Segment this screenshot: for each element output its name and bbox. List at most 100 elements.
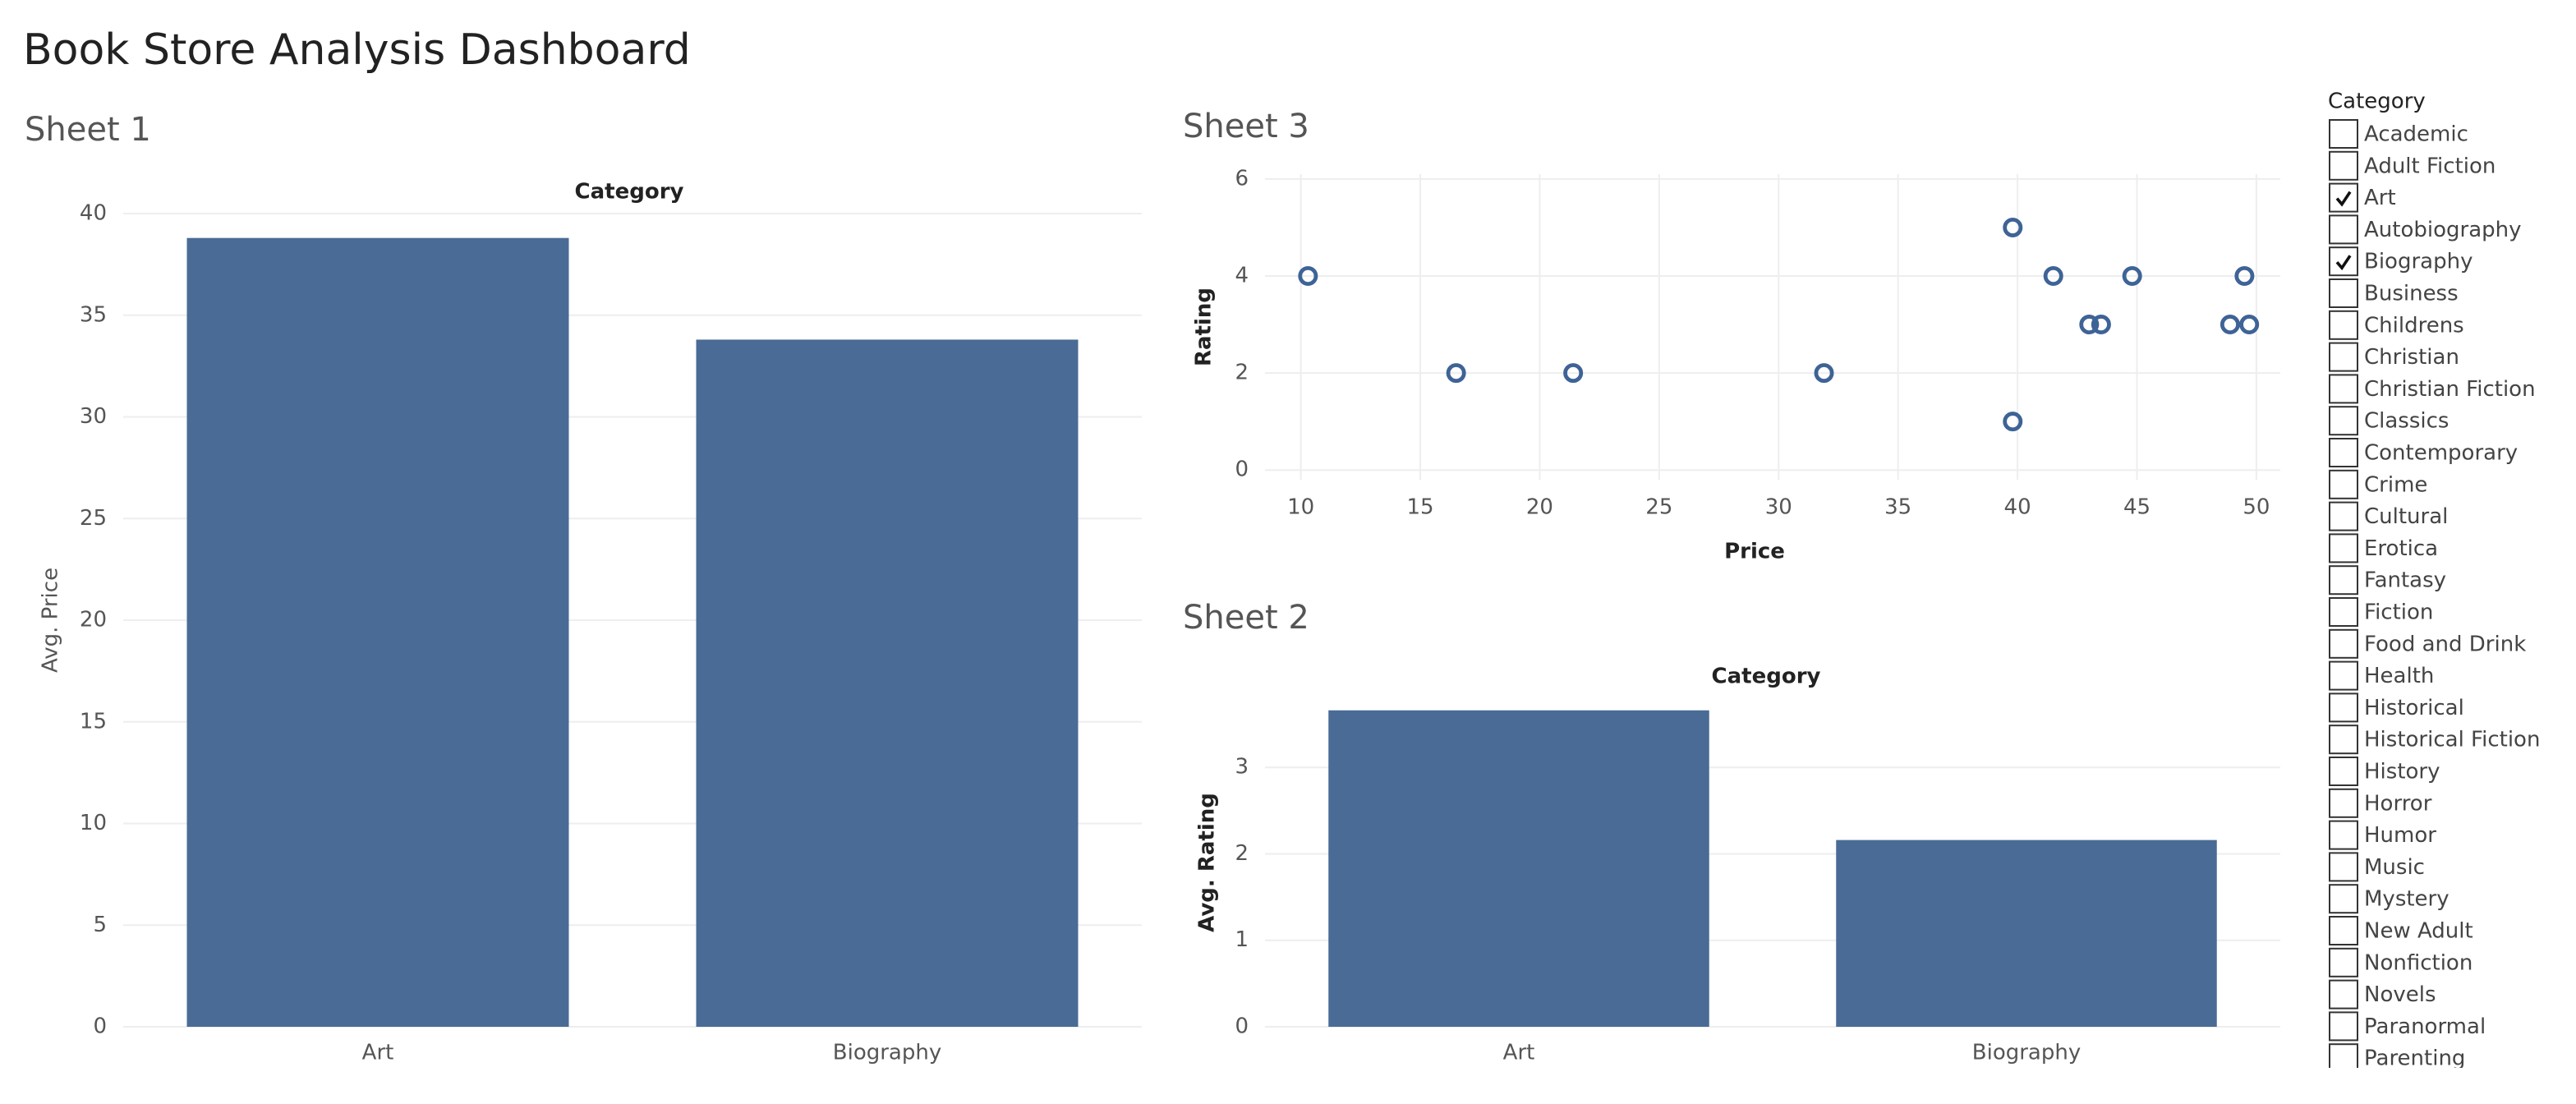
filter-item[interactable]: Nonfiction [2329,947,2472,978]
checkbox[interactable] [2329,916,2358,945]
filter-label[interactable]: Childrens [2364,313,2464,338]
checkbox[interactable] [2329,852,2358,882]
filter-label[interactable]: Adult Fiction [2364,154,2496,178]
checkbox[interactable] [2329,724,2358,755]
filter-item[interactable]: Childrens [2329,310,2464,340]
filter-label[interactable]: Classics [2364,409,2449,434]
checkbox[interactable] [2329,342,2358,372]
filter-label[interactable]: Food and Drink [2364,632,2526,656]
checkbox[interactable] [2329,757,2358,786]
checkbox[interactable] [2329,884,2358,914]
checkbox[interactable] [2329,374,2358,404]
checkbox[interactable] [2329,1043,2358,1072]
filter-item[interactable]: Contemporary [2329,438,2518,467]
y-tick-label: 0 [93,1014,107,1039]
filter-item[interactable]: Paranormal [2329,1011,2486,1042]
filter-item[interactable]: Erotica [2329,533,2438,564]
checkbox[interactable] [2329,692,2358,723]
checkbox[interactable] [2329,597,2358,627]
filter-item[interactable]: Cultural [2329,501,2448,531]
checkbox[interactable] [2329,182,2358,213]
filter-label[interactable]: Cultural [2364,504,2448,529]
checkbox[interactable] [2329,119,2358,149]
filter-label[interactable]: Paranormal [2364,1014,2486,1039]
filter-label[interactable]: Fiction [2364,600,2433,625]
filter-item[interactable]: Academic [2329,119,2468,149]
scatter-point [2079,315,2100,335]
filter-item[interactable]: Christian Fiction [2329,374,2536,404]
filter-label[interactable]: Music [2364,855,2425,880]
filter-label[interactable]: Christian Fiction [2364,377,2536,402]
filter-item[interactable]: Parenting [2329,1043,2465,1072]
filter-item[interactable]: Autobiography [2329,214,2522,245]
filter-label[interactable]: Horror [2364,791,2432,816]
checkbox[interactable] [2329,628,2358,659]
checkbox[interactable] [2329,565,2358,596]
filter-label[interactable]: Art [2364,186,2396,210]
checkbox[interactable] [2329,246,2358,277]
filter-label[interactable]: Health [2364,664,2434,688]
filter-item[interactable]: Fiction [2329,597,2433,627]
scatter-point [2122,265,2142,286]
filter-item[interactable]: Health [2329,660,2434,691]
filter-item[interactable]: Fantasy [2329,565,2446,596]
filter-item[interactable]: Art [2329,182,2396,213]
filter-label[interactable]: Novels [2364,982,2436,1007]
filter-item[interactable]: History [2329,757,2440,786]
checkbox[interactable] [2329,214,2358,245]
checkbox[interactable] [2329,310,2358,340]
filter-item[interactable]: New Adult [2329,916,2473,945]
checkbox[interactable] [2329,533,2358,564]
filter-item[interactable]: Mystery [2329,884,2450,914]
filter-label[interactable]: Parenting [2364,1046,2465,1071]
filter-item[interactable]: Horror [2329,788,2432,818]
filter-label[interactable]: Historical Fiction [2364,728,2540,752]
checkbox[interactable] [2329,947,2358,978]
filter-item[interactable]: Novels [2329,979,2436,1010]
filter-item[interactable]: Adult Fiction [2329,150,2496,181]
filter-label[interactable]: Nonfiction [2364,950,2472,975]
checkbox[interactable] [2329,660,2358,691]
filter-label[interactable]: Academic [2364,122,2468,147]
filter-label[interactable]: Fantasy [2364,568,2446,593]
filter-item[interactable]: Classics [2329,406,2449,436]
y-tick-label: 4 [1235,264,1249,288]
filter-item[interactable]: Biography [2329,246,2472,277]
filter-label[interactable]: Crime [2364,472,2427,497]
checkbox[interactable] [2329,1011,2358,1042]
column-header: Category [1712,665,1821,689]
x-tick-label: 35 [1884,495,1911,520]
filter-label[interactable]: Autobiography [2364,218,2522,242]
filter-item[interactable]: Business [2329,278,2459,308]
filter-label[interactable]: Business [2364,282,2459,306]
filter-item[interactable]: Historical Fiction [2329,724,2540,755]
filter-label[interactable]: New Adult [2364,919,2473,944]
filter-label[interactable]: Contemporary [2364,441,2518,466]
filter-label[interactable]: History [2364,760,2440,784]
filter-label[interactable]: Humor [2364,823,2436,848]
checkbox[interactable] [2329,469,2358,499]
y-tick-label: 1 [1235,927,1249,952]
filter-item[interactable]: Humor [2329,820,2436,850]
filter-label[interactable]: Historical [2364,696,2464,720]
checkbox[interactable] [2329,788,2358,818]
filter-item[interactable]: Christian [2329,342,2459,372]
filter-item[interactable]: Food and Drink [2329,628,2526,659]
checkbox[interactable] [2329,979,2358,1010]
filter-item[interactable]: Music [2329,852,2425,882]
checkbox[interactable] [2329,438,2358,467]
filter-label[interactable]: Christian [2364,345,2459,370]
checkbox[interactable] [2329,820,2358,850]
filter-label[interactable]: Mystery [2364,887,2450,912]
checkbox[interactable] [2329,150,2358,181]
filter-item[interactable]: Historical [2329,692,2464,723]
checkbox[interactable] [2329,501,2358,531]
y-tick-label: 10 [80,811,107,835]
checkbox[interactable] [2329,406,2358,436]
filter-item[interactable]: Crime [2329,469,2427,499]
filter-label[interactable]: Biography [2364,250,2472,274]
filter-label[interactable]: Erotica [2364,536,2438,561]
checkbox[interactable] [2329,278,2358,308]
scatter-point [1563,363,1584,384]
scatter-point [1298,265,1318,286]
